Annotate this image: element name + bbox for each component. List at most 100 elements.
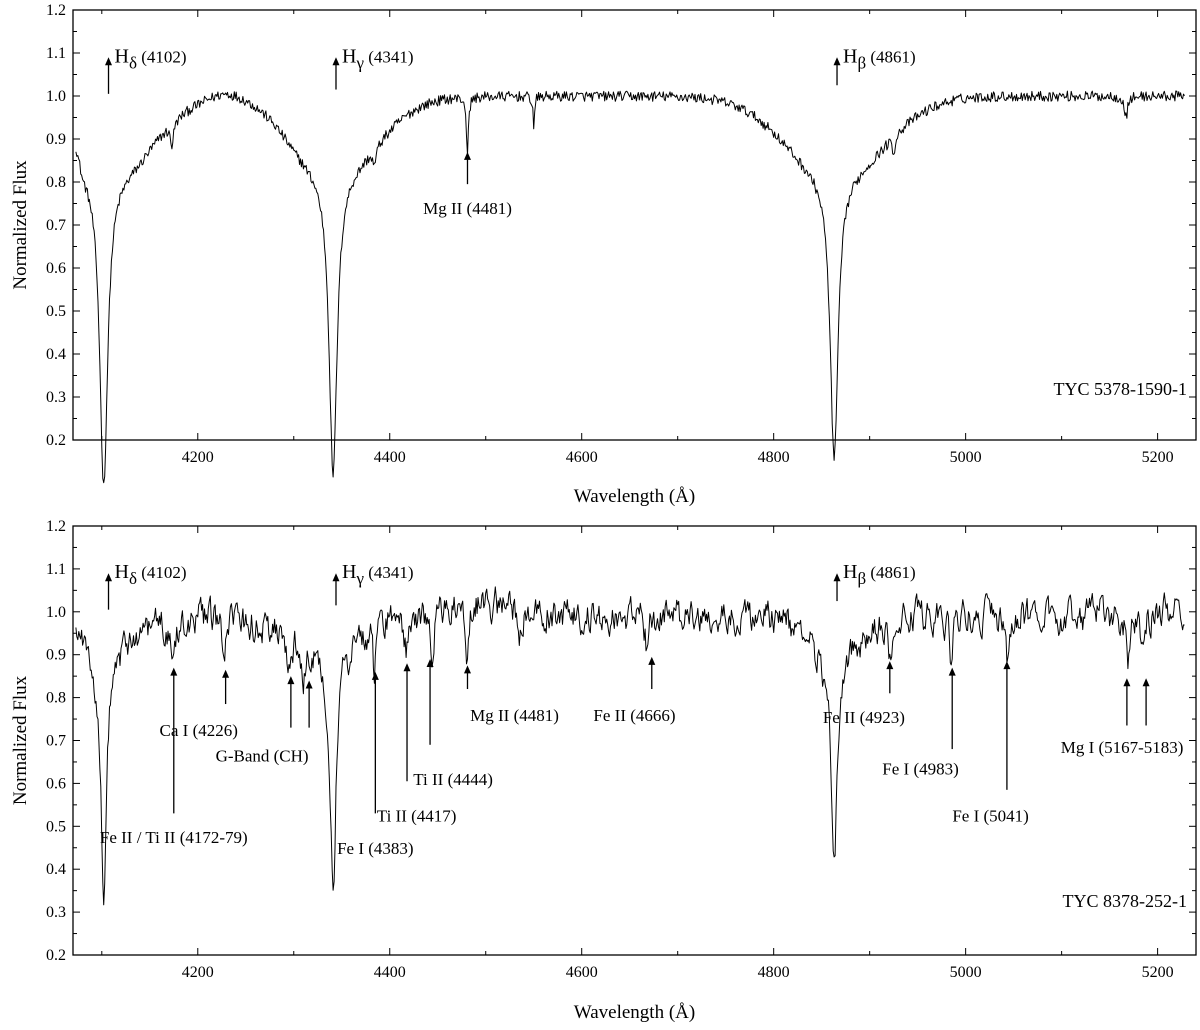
annotation-arrowhead <box>403 663 411 672</box>
y-tick-label: 0.9 <box>46 647 66 664</box>
x-tick-label: 5000 <box>950 964 982 981</box>
y-axis-label: Normalized Flux <box>10 675 31 805</box>
y-tick-label: 1.1 <box>46 561 66 578</box>
y-tick-label: 0.2 <box>46 432 66 449</box>
balmer-line-label: Hβ (4861) <box>843 45 916 72</box>
balmer-line-label: Hβ (4861) <box>843 561 916 588</box>
line-id-label: Fe I (4383) <box>337 839 413 858</box>
star-id-label: TYC 5378-1590-1 <box>1054 379 1188 399</box>
y-tick-label: 1.2 <box>46 518 66 535</box>
line-id-label: Mg I (5167-5183) <box>1061 738 1184 757</box>
annotation-arrowhead <box>105 57 113 66</box>
y-tick-label: 0.5 <box>46 818 66 835</box>
x-tick-label: 4800 <box>758 964 790 981</box>
annotation-arrowhead <box>648 656 656 665</box>
y-tick-label: 0.2 <box>46 947 66 964</box>
line-id-label: Ti II (4444) <box>413 770 493 789</box>
y-tick-label: 0.6 <box>46 260 66 277</box>
annotation-arrowhead <box>332 573 340 582</box>
annotation-arrowhead <box>948 667 956 676</box>
x-axis-label: Wavelength (Å) <box>574 486 695 507</box>
y-tick-label: 0.7 <box>46 217 66 234</box>
balmer-symbol: H <box>342 45 356 67</box>
star-id-label: TYC 8378-252-1 <box>1063 891 1188 911</box>
y-tick-label: 0.8 <box>46 174 66 191</box>
plot-frame <box>72 9 1197 441</box>
y-tick-label: 0.3 <box>46 389 66 406</box>
line-id-label: Fe I (4983) <box>882 759 958 778</box>
y-tick-label: 1.1 <box>46 45 66 62</box>
balmer-wavelength: (4341) <box>364 563 414 582</box>
line-id-label: Mg II (4481) <box>470 706 559 725</box>
y-tick-label: 0.5 <box>46 303 66 320</box>
x-tick-label: 5200 <box>1142 449 1174 466</box>
y-tick-label: 0.4 <box>46 346 66 363</box>
line-id-label: Ti II (4417) <box>377 807 457 826</box>
annotation-arrowhead <box>287 676 295 685</box>
balmer-subscript: β <box>857 53 866 72</box>
y-axis-label: Normalized Flux <box>10 160 31 290</box>
balmer-line-label: Hδ (4102) <box>115 561 187 588</box>
balmer-line-label: Hγ (4341) <box>342 45 414 72</box>
line-id-label: Fe II (4666) <box>593 706 675 725</box>
x-tick-label: 4600 <box>566 449 598 466</box>
x-tick-label: 5200 <box>1142 964 1174 981</box>
balmer-wavelength: (4102) <box>137 47 187 66</box>
balmer-symbol: H <box>843 561 857 583</box>
y-tick-label: 0.8 <box>46 690 66 707</box>
balmer-line-label: Hγ (4341) <box>342 561 414 588</box>
balmer-subscript: δ <box>129 53 137 72</box>
annotation-arrowhead <box>371 671 379 680</box>
line-id-label: Mg II (4481) <box>423 199 512 218</box>
bottom-spectrum-panel: 4200 4400 4600 4800 5000 5200 0.2 0.3 0.4 0.5 0.6 0… <box>10 518 1197 1023</box>
annotation-arrowhead <box>833 57 841 66</box>
balmer-wavelength: (4861) <box>866 47 916 66</box>
annotation-arrowhead <box>463 151 471 160</box>
x-tick-label: 4200 <box>182 964 214 981</box>
annotation-arrowhead <box>463 665 471 674</box>
balmer-symbol: H <box>115 45 129 67</box>
balmer-line-label: Hδ (4102) <box>115 45 187 72</box>
y-tick-label: 0.3 <box>46 904 66 921</box>
line-id-label: Fe II (4923) <box>823 708 905 727</box>
annotation-arrowhead <box>332 57 340 66</box>
balmer-symbol: H <box>843 45 857 67</box>
line-id-label: Fe I (5041) <box>952 807 1028 826</box>
annotation-arrowhead <box>1123 678 1131 687</box>
plot-frame <box>72 525 1197 956</box>
balmer-subscript: γ <box>355 53 364 72</box>
annotation-arrowhead <box>105 573 113 582</box>
y-tick-label: 0.7 <box>46 733 66 750</box>
annotation-arrowhead <box>1003 661 1011 670</box>
annotation-arrowhead <box>305 680 313 689</box>
x-axis-label: Wavelength (Å) <box>574 1002 695 1023</box>
line-id-label: G-Band (CH) <box>216 747 309 766</box>
line-id-label: Ca I (4226) <box>160 721 238 740</box>
annotation-arrowhead <box>222 669 230 678</box>
balmer-symbol: H <box>342 561 356 583</box>
x-tick-label: 4400 <box>374 449 406 466</box>
annotation-arrowhead <box>1142 678 1150 687</box>
x-tick-label: 4800 <box>758 449 790 466</box>
x-tick-label: 4400 <box>374 964 406 981</box>
annotation-arrowhead <box>833 573 841 582</box>
spectrum-line <box>75 586 1185 906</box>
x-tick-label: 4200 <box>182 449 214 466</box>
balmer-subscript: γ <box>355 569 364 588</box>
y-tick-label: 1.2 <box>46 2 66 19</box>
x-tick-label: 5000 <box>950 449 982 466</box>
balmer-wavelength: (4102) <box>137 563 187 582</box>
annotation-arrowhead <box>426 658 434 667</box>
top-spectrum-panel: 4200 4400 4600 4800 5000 5200 0.2 0.3 0.4 0.5 0.6 0… <box>10 2 1197 507</box>
balmer-subscript: β <box>857 569 866 588</box>
line-id-label: Fe II / Ti II (4172-79) <box>100 828 248 847</box>
x-tick-label: 4600 <box>566 964 598 981</box>
spectrum-line <box>75 90 1185 484</box>
balmer-symbol: H <box>115 561 129 583</box>
y-tick-label: 1.0 <box>46 604 66 621</box>
y-tick-label: 0.9 <box>46 131 66 148</box>
balmer-subscript: δ <box>129 569 137 588</box>
y-tick-label: 1.0 <box>46 88 66 105</box>
annotation-arrowhead <box>886 661 894 670</box>
